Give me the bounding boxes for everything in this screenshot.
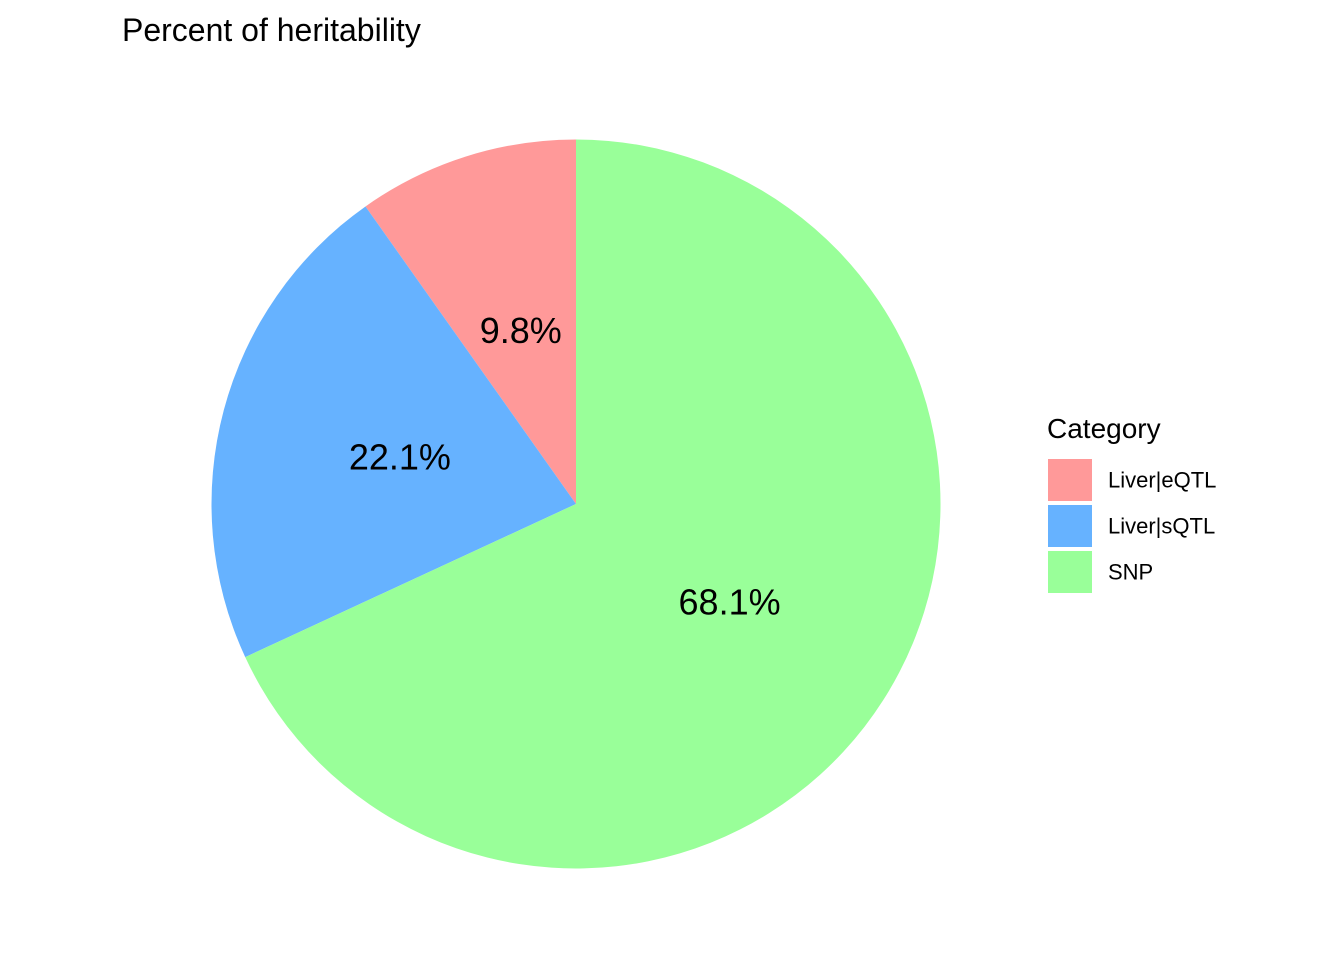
legend-swatch-liver-sqtl [1048,505,1092,547]
legend-title: Category [1047,413,1161,444]
legend-swatch-snp [1048,551,1092,593]
slice-label-snp: 68.1% [679,582,781,623]
slice-label-liver-sqtl: 22.1% [349,437,451,478]
legend-swatch-liver-eqtl [1048,459,1092,501]
legend-label-liver-eqtl: Liver|eQTL [1108,468,1216,493]
pie-slice-liver-sqtl [211,206,576,658]
chart-title: Percent of heritability [122,12,421,48]
pie-slice-labels: 9.8% 22.1% 68.1% [349,310,781,623]
slice-label-liver-eqtl: 9.8% [480,310,562,351]
legend-label-snp: SNP [1108,560,1153,585]
legend: Category Liver|eQTL Liver|sQTL SNP [1047,413,1216,593]
legend-items: Liver|eQTL Liver|sQTL SNP [1048,459,1216,593]
pie-slices [211,139,941,869]
pie-slice-liver-eqtl [365,139,576,504]
legend-label-liver-sqtl: Liver|sQTL [1108,514,1215,539]
pie-slice-snp [245,139,941,869]
